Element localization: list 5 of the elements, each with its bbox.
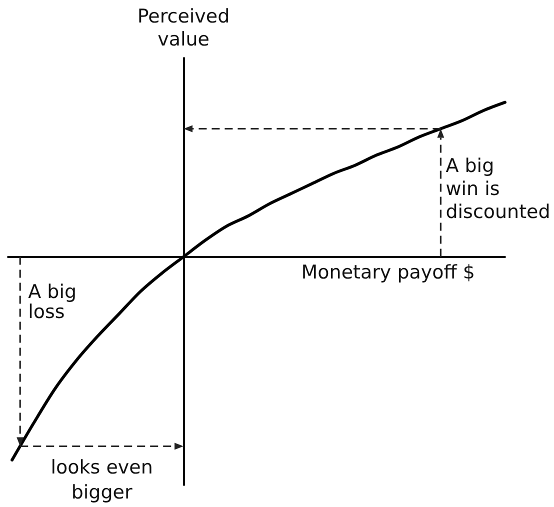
annotation: A big win is discounted (446, 154, 550, 223)
x-axis-title: Monetary payoff $ (301, 261, 475, 284)
y-axis-title: Perceived value (137, 6, 230, 50)
annotation: A big loss (28, 280, 77, 323)
annotation: looks even bigger (50, 456, 153, 504)
